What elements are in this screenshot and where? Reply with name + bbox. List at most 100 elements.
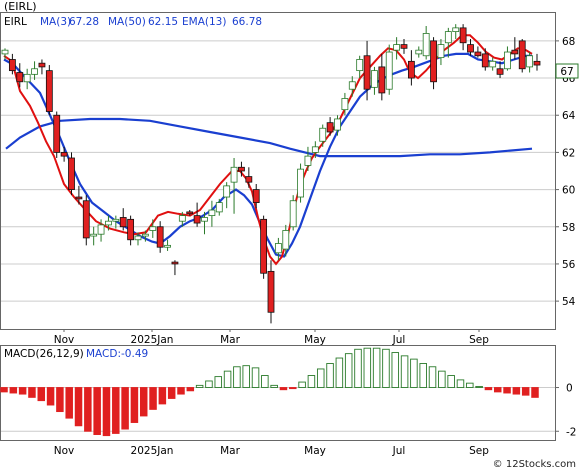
- price-tick-label: 54: [562, 296, 576, 308]
- candle: [518, 39, 526, 73]
- candle: [459, 24, 467, 51]
- legend-ma3-label: MA(3): [40, 16, 71, 28]
- macd-panel: [0, 345, 556, 441]
- macd-bar: [56, 387, 64, 413]
- candle: [215, 198, 223, 216]
- candle: [134, 232, 142, 246]
- macd-bar: [9, 387, 18, 394]
- macd-bar: [428, 366, 437, 388]
- candle: [304, 146, 312, 171]
- candle: [297, 163, 304, 203]
- candle: [311, 141, 319, 158]
- candle: [489, 57, 497, 71]
- candle: [282, 224, 290, 257]
- candle: [68, 152, 75, 196]
- macd-x-label-jan: 2025Jan: [131, 445, 174, 457]
- macd-bar: [503, 387, 511, 394]
- candle: [156, 221, 164, 253]
- macd-histogram: [0, 347, 539, 437]
- macd-bar: [475, 385, 483, 388]
- macd-bar: [493, 387, 502, 393]
- candle: [82, 195, 90, 246]
- candle: [363, 40, 371, 101]
- macd-bar: [93, 387, 101, 435]
- x-label-jul: Jul: [392, 334, 406, 346]
- macd-legend: MACD(26,12,9) MACD:-0.49: [4, 348, 148, 360]
- macd-bar: [521, 387, 530, 396]
- x-label-mar: Mar: [220, 334, 240, 346]
- macd-bar: [382, 348, 390, 388]
- macd-bar: [195, 384, 204, 388]
- macd-bar: [46, 387, 55, 406]
- legend-symbol: EIRL: [4, 16, 27, 28]
- candle: [371, 66, 378, 95]
- macd-bar: [214, 376, 223, 388]
- macd-bar: [186, 387, 195, 392]
- last-price-value: 67: [560, 66, 573, 78]
- price-tick-label: 62: [562, 147, 575, 159]
- macd-bar: [102, 387, 111, 437]
- candle: [526, 52, 534, 73]
- price-x-axis: Nov 2025Jan Mar May Jul Sep: [54, 334, 489, 346]
- candle: [334, 115, 341, 136]
- macd-bar: [139, 387, 148, 417]
- price-legend: EIRL MA(3) 67.28 MA(50) 62.15 EMA(13) 66…: [4, 16, 262, 28]
- candle: [193, 202, 201, 227]
- macd-tick-label: 0: [566, 383, 573, 395]
- candle: [504, 46, 511, 71]
- candle: [511, 37, 519, 60]
- candle: [31, 61, 38, 80]
- macd-bar: [456, 379, 465, 388]
- candle: [481, 48, 489, 71]
- macd-bar: [149, 387, 157, 410]
- candle: [208, 200, 216, 227]
- candle: [201, 211, 208, 235]
- macd-bar: [326, 363, 334, 388]
- candle: [415, 46, 423, 58]
- macd-bar: [167, 387, 176, 399]
- macd-bar: [261, 375, 269, 388]
- legend-ma50-value: 62.15: [148, 16, 178, 28]
- macd-bar: [279, 387, 288, 391]
- macd-bar: [74, 387, 83, 427]
- candle: [1, 48, 9, 60]
- candlesticks: [1, 24, 541, 324]
- last-price-badge: [555, 63, 579, 79]
- macd-bar: [177, 387, 185, 395]
- candle: [119, 208, 127, 231]
- macd-bar: [335, 357, 344, 388]
- macd-legend-label: MACD(26,12,9): [4, 348, 84, 360]
- candle: [474, 46, 482, 58]
- macd-bar: [84, 387, 92, 432]
- legend-ema13-value: 66.78: [232, 16, 262, 28]
- macd-bar: [158, 387, 167, 405]
- candle: [164, 239, 171, 251]
- candle: [223, 182, 231, 209]
- ma50-line: [5, 117, 533, 158]
- candle: [393, 37, 401, 60]
- candle: [533, 53, 541, 71]
- candle: [238, 161, 245, 177]
- macd-bar: [363, 347, 372, 388]
- macd-bar: [112, 387, 120, 434]
- macd-bar: [512, 387, 521, 395]
- macd-bar: [438, 370, 446, 388]
- price-tick-label: 64: [562, 110, 576, 122]
- x-label-nov: Nov: [54, 334, 75, 346]
- candle: [75, 185, 83, 205]
- candle: [274, 237, 282, 261]
- candle: [171, 260, 179, 276]
- candle: [267, 260, 275, 324]
- candle: [422, 26, 430, 60]
- legend-ema13-label: EMA(13): [182, 16, 226, 28]
- macd-bar: [270, 384, 278, 388]
- candle: [430, 37, 437, 90]
- macd-bar: [223, 370, 232, 388]
- legend-ma3-value: 67.28: [69, 16, 99, 28]
- candle: [23, 68, 31, 90]
- macd-bar: [531, 387, 539, 398]
- candle: [452, 24, 460, 40]
- candle: [289, 195, 297, 231]
- candle: [230, 157, 238, 214]
- macd-bar: [307, 375, 316, 388]
